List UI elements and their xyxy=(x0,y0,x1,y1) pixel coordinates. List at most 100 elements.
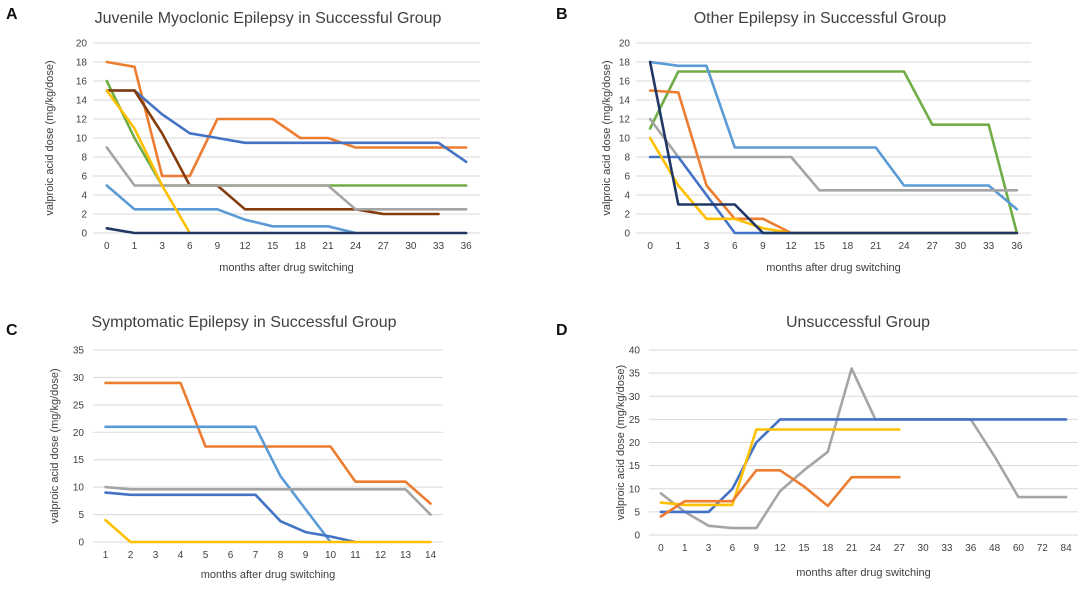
x-tick-label: 12 xyxy=(775,543,787,554)
x-tick-label: 9 xyxy=(303,550,309,561)
series-line-2 xyxy=(104,425,332,544)
chart-panel-b: B Other Epilepsy in Successful Group02468… xyxy=(556,6,1031,274)
x-tick-label: 5 xyxy=(203,550,209,561)
series-line-3 xyxy=(648,117,1019,192)
y-tick-label: 10 xyxy=(76,134,88,145)
x-tick-label: 36 xyxy=(461,241,473,252)
x-tick-label: 14 xyxy=(425,550,437,561)
x-tick-label: 9 xyxy=(753,543,759,554)
x-tick-label: 12 xyxy=(375,550,387,561)
x-tick-label: 24 xyxy=(350,241,362,252)
panel-letter: D xyxy=(556,322,568,339)
x-tick-label: 12 xyxy=(239,241,251,252)
y-tick-label: 0 xyxy=(78,538,84,549)
x-tick-label: 2 xyxy=(128,550,134,561)
y-tick-label: 40 xyxy=(629,346,641,357)
x-tick-label: 24 xyxy=(898,241,910,252)
y-tick-label: 35 xyxy=(629,369,641,380)
x-tick-label: 21 xyxy=(846,543,858,554)
x-tick-label: 15 xyxy=(798,543,810,554)
x-tick-label: 3 xyxy=(153,550,159,561)
y-tick-label: 18 xyxy=(619,58,631,69)
x-tick-label: 72 xyxy=(1037,543,1049,554)
y-tick-label: 14 xyxy=(76,96,88,107)
series-line-2 xyxy=(659,418,1068,514)
x-tick-label: 27 xyxy=(378,241,390,252)
y-tick-label: 25 xyxy=(73,400,85,411)
x-tick-label: 0 xyxy=(647,241,653,252)
x-axis-title: months after drug switching xyxy=(796,567,931,579)
series-line-8 xyxy=(105,227,468,235)
series-line-1 xyxy=(104,381,432,505)
y-tick-label: 8 xyxy=(81,153,87,164)
y-tick-label: 16 xyxy=(619,77,631,88)
chart-title: Other Epilepsy in Successful Group xyxy=(694,10,947,27)
x-axis-title: months after drug switching xyxy=(201,569,336,581)
series-line-5 xyxy=(104,518,432,544)
y-tick-label: 18 xyxy=(76,58,88,69)
y-tick-label: 35 xyxy=(73,346,85,357)
x-tick-label: 36 xyxy=(1011,241,1023,252)
x-tick-label: 24 xyxy=(870,543,882,554)
series-line-4 xyxy=(105,89,440,216)
x-tick-label: 27 xyxy=(894,543,906,554)
x-tick-label: 30 xyxy=(918,543,930,554)
y-tick-label: 10 xyxy=(73,483,85,494)
y-tick-label: 5 xyxy=(78,510,84,521)
series-line-1 xyxy=(659,367,1068,530)
x-tick-label: 15 xyxy=(267,241,279,252)
y-tick-label: 15 xyxy=(73,455,85,466)
x-tick-label: 6 xyxy=(228,550,234,561)
series-line-4 xyxy=(648,89,1019,235)
x-tick-label: 36 xyxy=(965,543,977,554)
y-tick-label: 30 xyxy=(73,373,85,384)
x-tick-label: 21 xyxy=(322,241,334,252)
y-tick-label: 12 xyxy=(619,115,631,126)
x-tick-label: 30 xyxy=(955,241,967,252)
x-tick-label: 13 xyxy=(400,550,412,561)
series-line-7 xyxy=(648,60,1019,235)
y-tick-label: 0 xyxy=(81,229,87,240)
y-tick-label: 0 xyxy=(624,229,630,240)
x-tick-label: 0 xyxy=(104,241,110,252)
chart-title: Juvenile Myoclonic Epilepsy in Successfu… xyxy=(95,10,442,27)
y-tick-label: 20 xyxy=(76,39,88,50)
y-tick-label: 6 xyxy=(624,172,630,183)
x-tick-label: 18 xyxy=(295,241,307,252)
x-axis-title: months after drug switching xyxy=(766,262,901,274)
series-line-4 xyxy=(659,469,901,518)
x-tick-label: 1 xyxy=(682,543,688,554)
y-tick-label: 2 xyxy=(81,210,87,221)
x-tick-label: 4 xyxy=(178,550,184,561)
series-line-4 xyxy=(104,491,357,544)
x-tick-label: 15 xyxy=(814,241,826,252)
x-tick-label: 1 xyxy=(132,241,138,252)
y-tick-label: 20 xyxy=(73,428,85,439)
y-tick-label: 4 xyxy=(624,191,630,202)
x-tick-label: 6 xyxy=(732,241,738,252)
panel-letter: B xyxy=(556,6,568,23)
chart-title: Symptomatic Epilepsy in Successful Group xyxy=(91,314,396,331)
x-tick-label: 18 xyxy=(822,543,834,554)
x-tick-label: 8 xyxy=(278,550,284,561)
x-tick-label: 12 xyxy=(786,241,798,252)
x-tick-label: 10 xyxy=(325,550,337,561)
series-line-7 xyxy=(105,89,192,235)
chart-title: Unsuccessful Group xyxy=(786,314,930,331)
panel-letter: A xyxy=(6,6,18,23)
x-tick-label: 18 xyxy=(842,241,854,252)
series-line-1 xyxy=(648,70,1019,235)
y-tick-label: 30 xyxy=(629,392,641,403)
series-line-6 xyxy=(105,184,357,235)
y-tick-label: 20 xyxy=(619,39,631,50)
y-tick-label: 16 xyxy=(76,77,88,88)
y-tick-label: 10 xyxy=(619,134,631,145)
series-line-3 xyxy=(104,485,432,516)
x-tick-label: 33 xyxy=(983,241,995,252)
y-axis-title: valproic acid dose (mg/kg/dose) xyxy=(49,368,61,523)
y-tick-label: 4 xyxy=(81,191,87,202)
series-line-3 xyxy=(659,428,901,507)
x-tick-label: 1 xyxy=(676,241,682,252)
series-line-5 xyxy=(105,146,468,211)
